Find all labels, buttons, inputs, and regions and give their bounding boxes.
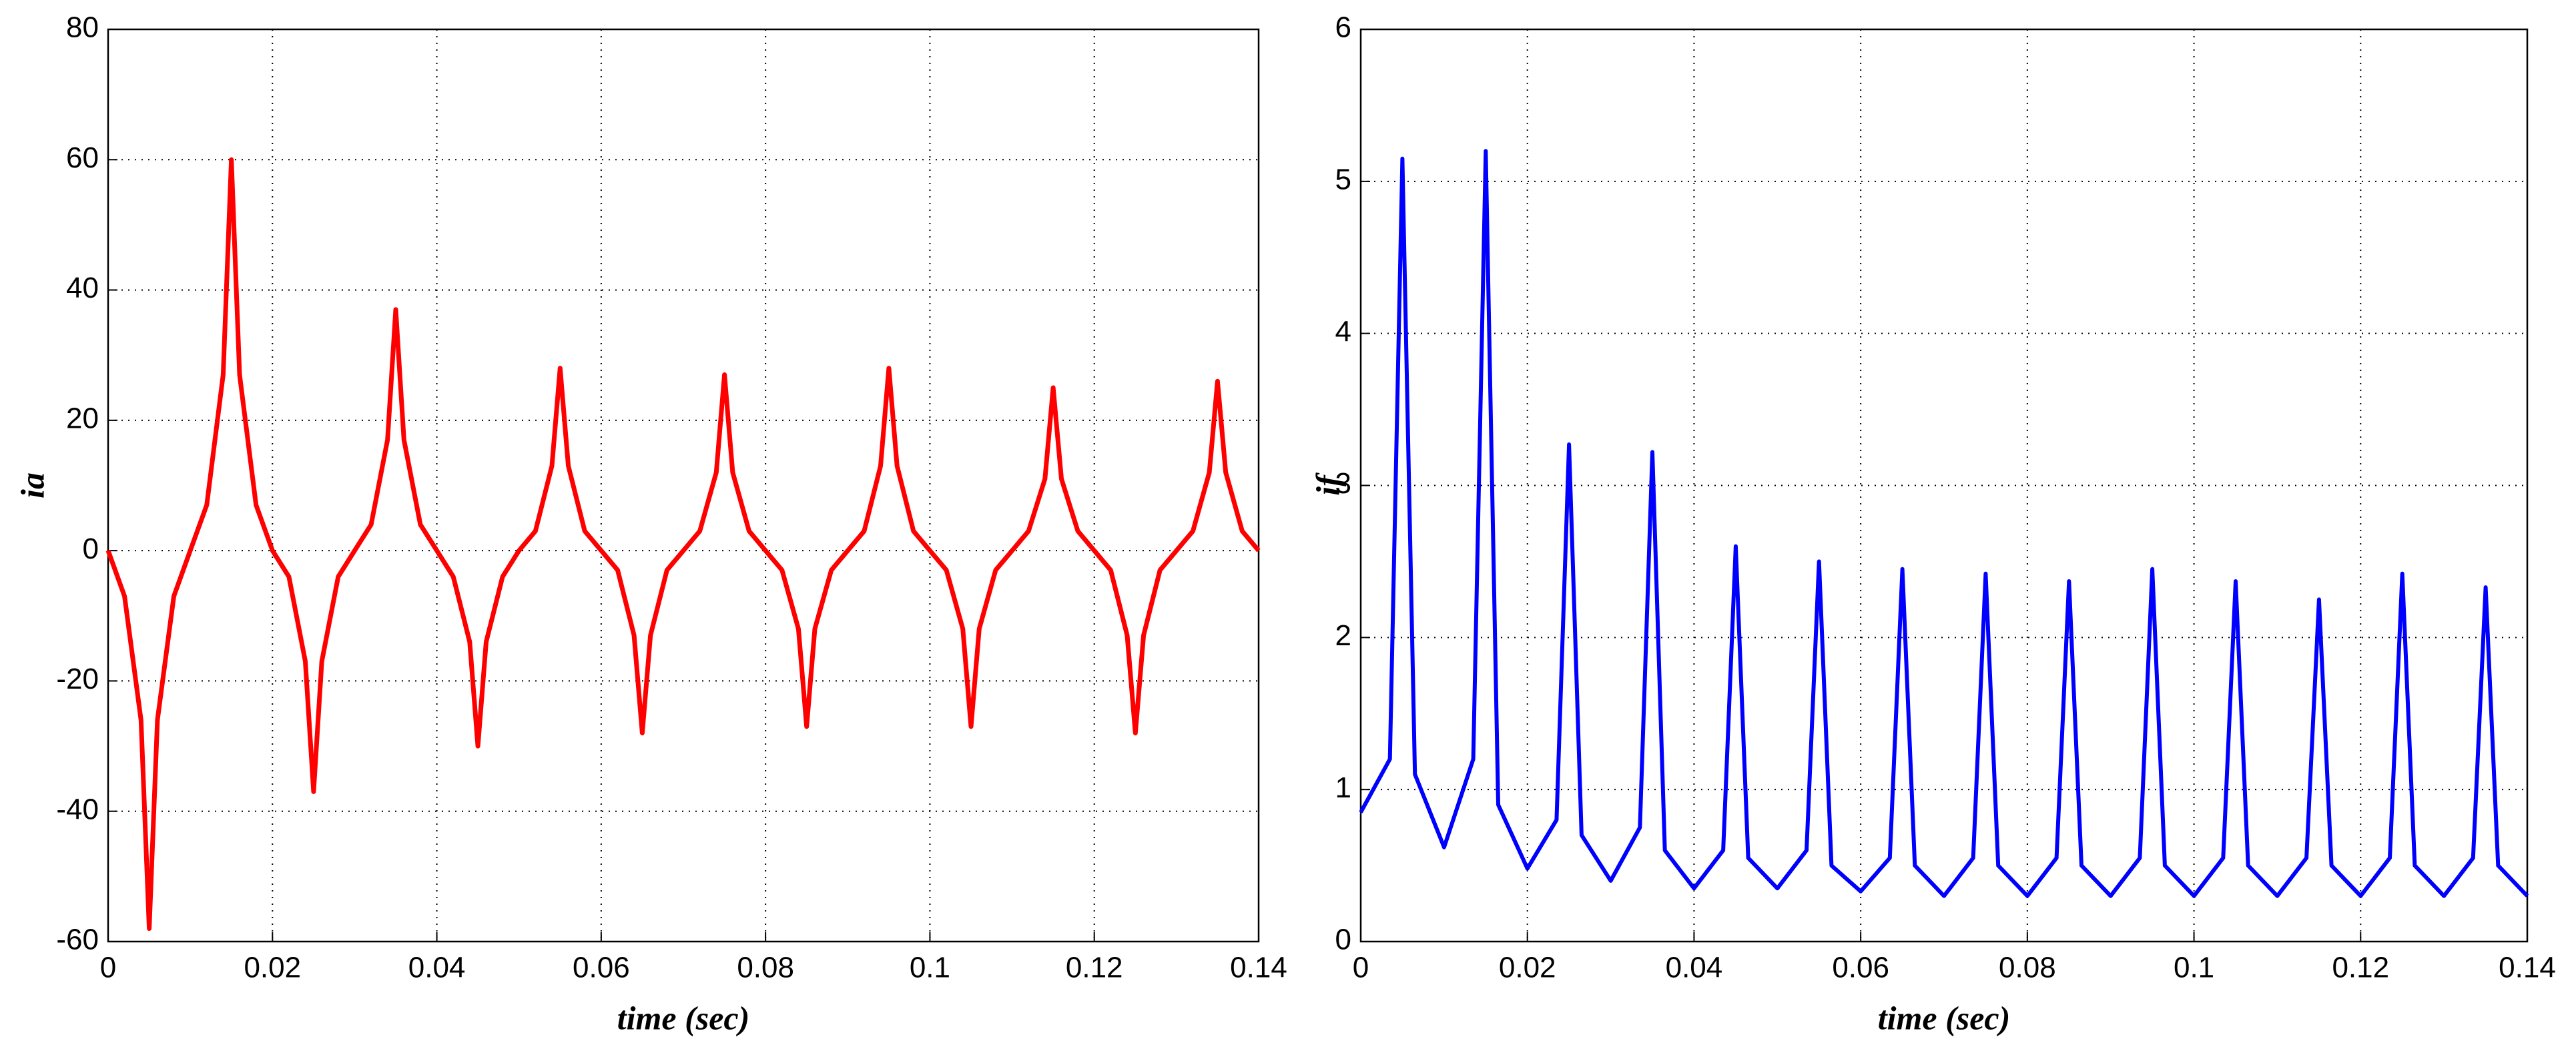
y-tick-label: 6 bbox=[1335, 11, 1351, 44]
y-tick-label: 3 bbox=[1335, 467, 1351, 500]
y-tick-label: 2 bbox=[1335, 619, 1351, 652]
y-tick-label: 80 bbox=[66, 11, 99, 44]
y-tick-label: 0 bbox=[1335, 924, 1351, 956]
y-tick-label: 20 bbox=[66, 402, 99, 434]
x-tick-label: 0.12 bbox=[2332, 952, 2389, 984]
axes-box bbox=[1359, 28, 2529, 943]
axes-box bbox=[107, 28, 1260, 943]
x-tick-label: 0.06 bbox=[1832, 952, 1889, 984]
y-tick-label: 40 bbox=[66, 272, 99, 304]
x-tick-label: 0.14 bbox=[2499, 952, 2556, 984]
data-line bbox=[1359, 149, 2529, 898]
y-tick-label: -20 bbox=[56, 663, 99, 695]
x-tick-label: 0 bbox=[1353, 952, 1369, 984]
y-tick-label: -40 bbox=[56, 793, 99, 825]
x-tick-label: 0.08 bbox=[1999, 952, 2056, 984]
x-tick-label: 0.08 bbox=[737, 952, 794, 984]
x-tick-label: 0.04 bbox=[408, 952, 466, 984]
x-tick-label: 0.12 bbox=[1066, 952, 1123, 984]
y-tick-label: -60 bbox=[56, 924, 99, 956]
y-tick-label: 1 bbox=[1335, 771, 1351, 804]
y-tick-label: 5 bbox=[1335, 163, 1351, 196]
y-axis-label: ia bbox=[13, 472, 51, 498]
x-tick-label: 0.02 bbox=[1499, 952, 1556, 984]
x-axis-label: time (sec) bbox=[617, 999, 750, 1036]
y-tick-label: 0 bbox=[83, 533, 99, 565]
x-axis-label: time (sec) bbox=[1878, 999, 2011, 1036]
x-tick-label: 0.1 bbox=[2174, 952, 2214, 984]
x-tick-label: 0.1 bbox=[910, 952, 950, 984]
y-axis-label: if bbox=[1309, 472, 1346, 496]
x-tick-label: 0.14 bbox=[1230, 952, 1287, 984]
y-tick-label: 60 bbox=[66, 141, 99, 174]
x-tick-label: 0.02 bbox=[244, 952, 301, 984]
data-line bbox=[105, 157, 1261, 931]
x-tick-label: 0.06 bbox=[573, 952, 630, 984]
y-tick-label: 4 bbox=[1335, 315, 1351, 348]
x-tick-label: 0.04 bbox=[1666, 952, 1723, 984]
x-tick-label: 0 bbox=[100, 952, 116, 984]
